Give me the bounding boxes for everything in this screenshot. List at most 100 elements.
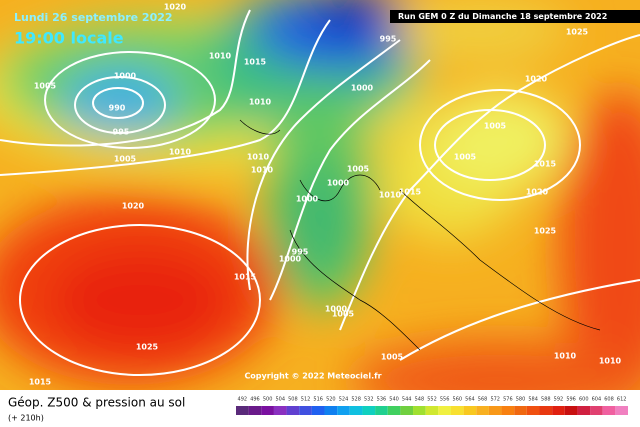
isobar-label: 1020 xyxy=(164,3,187,12)
legend-swatch xyxy=(349,406,363,415)
legend-swatch xyxy=(526,406,540,415)
isobars xyxy=(0,9,640,376)
legend-swatch xyxy=(539,406,553,415)
footer-lead: (+ 210h) xyxy=(8,414,44,423)
legend-swatch xyxy=(425,406,439,415)
legend-swatch xyxy=(299,406,312,415)
isobar-label: 1025 xyxy=(566,28,589,37)
isobar-label: 1010 xyxy=(554,352,577,361)
isobar-label: 995 xyxy=(292,248,309,257)
legend-label: 608 xyxy=(604,397,614,403)
isobar-label: 1005 xyxy=(347,165,370,174)
legend-swatch xyxy=(400,406,414,415)
isobar-label: 1015 xyxy=(244,58,267,67)
legend-swatch xyxy=(273,406,287,415)
legend-swatch xyxy=(248,406,262,415)
isobar-labels: 1020102510051000990995100510101010101510… xyxy=(29,3,622,387)
legend-label: 544 xyxy=(402,397,412,403)
legend-label: 580 xyxy=(516,397,526,403)
legend-swatch xyxy=(488,406,502,415)
legend-swatch xyxy=(261,406,274,415)
legend-label: 576 xyxy=(503,397,513,403)
legend-label: 536 xyxy=(377,397,387,403)
isobar-label: 1000 xyxy=(114,72,137,81)
isobar-label: 1005 xyxy=(332,310,355,319)
isobar-label: 1010 xyxy=(249,98,272,107)
legend-swatch xyxy=(375,406,388,415)
legend-label: 588 xyxy=(541,397,551,403)
copyright: Copyright © 2022 Meteociel.fr xyxy=(244,372,381,381)
isobar-label: 990 xyxy=(109,104,126,113)
isobar-label: 1000 xyxy=(325,305,348,314)
legend-label: 612 xyxy=(617,397,627,403)
isobar-label: 1025 xyxy=(534,227,557,236)
legend-label: 584 xyxy=(528,397,538,403)
forecast-time: 19:00 locale xyxy=(14,29,124,48)
legend-label: 568 xyxy=(478,397,488,403)
legend-label: 512 xyxy=(301,397,311,403)
legend-label: 516 xyxy=(313,397,323,403)
legend-label: 524 xyxy=(339,397,349,403)
legend-swatch xyxy=(564,406,578,415)
legend-label: 540 xyxy=(389,397,399,403)
legend-swatch xyxy=(501,406,515,415)
color-legend: 492 496 500 504 508 512 516 520 524 528 532 536 540 5… xyxy=(236,397,628,415)
isobar-label: 1005 xyxy=(484,122,507,131)
legend-label: 604 xyxy=(592,397,602,403)
isobar-label: 1025 xyxy=(136,343,159,352)
isobar-label: 1020 xyxy=(526,188,549,197)
legend-swatch xyxy=(552,406,565,415)
isobar-label: 995 xyxy=(113,128,130,137)
isobar-label: 1000 xyxy=(351,84,374,93)
legend-label: 508 xyxy=(288,397,298,403)
isobar-label: 1015 xyxy=(399,188,422,197)
isobar-label: 1020 xyxy=(122,202,145,211)
isobar-label: 1010 xyxy=(247,153,270,162)
legend-swatch xyxy=(413,406,426,415)
legend-swatch xyxy=(311,406,325,415)
legend-label: 496 xyxy=(250,397,260,403)
legend-swatch xyxy=(590,406,603,415)
legend-label: 548 xyxy=(415,397,425,403)
run-box xyxy=(390,10,640,23)
legend-label: 520 xyxy=(326,397,336,403)
legend-swatch xyxy=(387,406,401,415)
legend-swatch xyxy=(324,406,338,415)
legend-label: 500 xyxy=(263,397,273,403)
isobar-label: 1010 xyxy=(209,52,232,61)
footer-title: Géop. Z500 & pression au sol xyxy=(8,396,185,410)
isobar-label: 1005 xyxy=(114,155,137,164)
legend-label: 552 xyxy=(427,397,437,403)
legend-swatch xyxy=(438,406,451,415)
legend-label: 572 xyxy=(490,397,500,403)
legend-label: 528 xyxy=(351,397,361,403)
legend-swatch xyxy=(463,406,477,415)
isobar-label: 1005 xyxy=(34,82,57,91)
legend-label: 504 xyxy=(275,397,285,403)
legend-label: 532 xyxy=(364,397,374,403)
legend-label: 600 xyxy=(579,397,589,403)
legend-label: 564 xyxy=(465,397,475,403)
isobar-label: 1010 xyxy=(251,166,274,175)
isobar-label: 1010 xyxy=(379,191,402,200)
coastlines xyxy=(239,119,601,351)
isobar-label: 1000 xyxy=(327,179,350,188)
forecast-date: Lundi 26 septembre 2022 xyxy=(14,11,173,24)
legend-label: 596 xyxy=(566,397,576,403)
isobar-label: 1005 xyxy=(454,153,477,162)
legend-swatch xyxy=(602,406,616,415)
legend-swatch xyxy=(615,406,628,415)
legend-label: 492 xyxy=(238,397,248,403)
isobar-label: 1005 xyxy=(381,353,404,362)
isobar-label: 1010 xyxy=(169,148,192,157)
isobar-label: 1020 xyxy=(525,75,548,84)
legend-swatch xyxy=(286,406,300,415)
isobar-label: 1010 xyxy=(599,357,622,366)
isobar-label: 1015 xyxy=(29,378,52,387)
isobar-label: 1015 xyxy=(534,160,557,169)
legend-swatch xyxy=(236,406,249,415)
legend-swatch xyxy=(577,406,591,415)
legend-swatch xyxy=(514,406,527,415)
